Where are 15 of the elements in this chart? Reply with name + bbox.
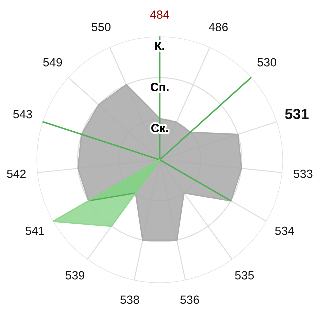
spoke-label: 531 (285, 109, 309, 120)
spoke-label: 549 (44, 58, 62, 67)
spoke-label: 530 (258, 58, 277, 67)
spoke-label: 550 (92, 23, 111, 32)
spoke-label: 533 (294, 170, 313, 178)
spoke-label: 484 (150, 10, 170, 20)
spoke-label: 486 (209, 23, 228, 32)
spoke-label: 539 (66, 271, 85, 280)
spoke-label: 543 (14, 110, 32, 119)
spoke-label: 538 (120, 296, 140, 304)
spoke-label: 534 (275, 226, 294, 236)
spoke-label: 542 (7, 170, 26, 178)
spoke-label: 536 (180, 296, 200, 304)
spoke-label: 541 (26, 227, 44, 236)
spoke-label: 535 (235, 271, 254, 280)
